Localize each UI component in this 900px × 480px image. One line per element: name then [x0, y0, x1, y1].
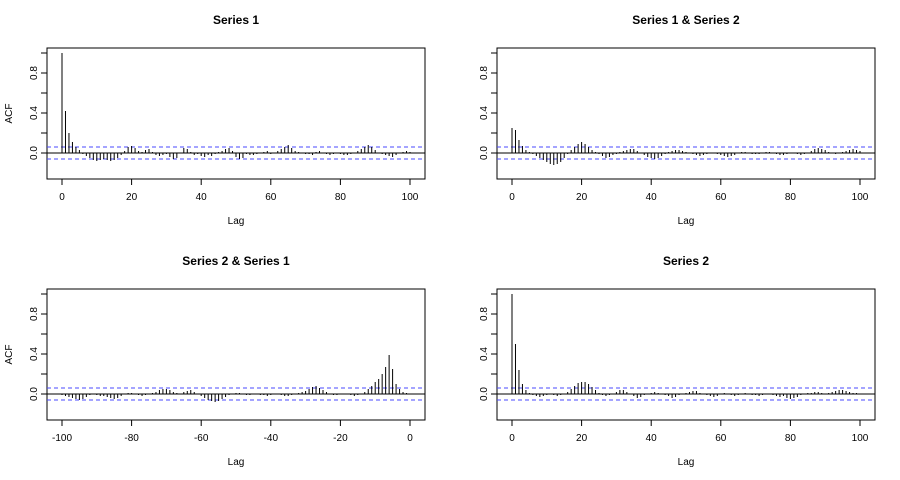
acf-panel-3: Series 2 & Series 1 -100 -80 -60 -40 -20 0 0.0 0…: [4, 254, 426, 468]
y-tick-label: 0.0: [29, 146, 40, 160]
x-tick-label: 80: [785, 433, 797, 444]
x-tick-label: -40: [264, 433, 279, 444]
panel-title: Series 2: [663, 254, 709, 268]
y-tick-label: 0.8: [479, 66, 490, 80]
x-tick-label: 0: [509, 192, 515, 203]
x-tick-label: 40: [196, 192, 208, 203]
panel-title: Series 2 & Series 1: [182, 254, 290, 268]
y-tick-label: 0.8: [479, 307, 490, 321]
y-tick-label: 0.8: [29, 307, 40, 321]
x-tick-label: 20: [576, 192, 588, 203]
y-axis-label: ACF: [4, 104, 15, 124]
y-tick-label: 0.4: [29, 347, 40, 361]
x-tick-label: 40: [646, 433, 658, 444]
x-tick-label: 80: [785, 192, 797, 203]
x-axis-label: Lag: [228, 457, 245, 468]
x-tick-label: 0: [59, 192, 65, 203]
y-tick-label: 0.4: [479, 106, 490, 120]
acf-panel-4: Series 2 0 20 40 60 80 100 0.0 0.4 0.8 Lag: [479, 254, 876, 468]
acf-panel-2: Series 1 & Series 2 0 20 40 60 80 100 0.0 0.4 0.8…: [479, 13, 876, 227]
x-tick-label: 100: [402, 192, 419, 203]
panel-title: Series 1 & Series 2: [632, 13, 740, 27]
x-tick-label: 0: [407, 433, 413, 444]
y-tick-label: 0.0: [29, 387, 40, 401]
x-tick-label: -80: [124, 433, 139, 444]
x-tick-label: -100: [52, 433, 72, 444]
x-tick-label: -20: [333, 433, 348, 444]
x-tick-label: -60: [194, 433, 209, 444]
y-tick-label: 0.0: [479, 387, 490, 401]
x-tick-label: 20: [576, 433, 588, 444]
x-axis-label: Lag: [678, 216, 695, 227]
x-tick-label: 60: [715, 192, 727, 203]
y-axis-label: ACF: [4, 345, 15, 365]
y-tick-label: 0.8: [29, 66, 40, 80]
y-tick-label: 0.4: [479, 347, 490, 361]
x-tick-label: 80: [335, 192, 347, 203]
x-tick-label: 100: [852, 433, 869, 444]
y-tick-label: 0.4: [29, 106, 40, 120]
x-tick-label: 100: [852, 192, 869, 203]
panel-title: Series 1: [213, 13, 259, 27]
x-axis-label: Lag: [228, 216, 245, 227]
x-axis-label: Lag: [678, 457, 695, 468]
x-tick-label: 60: [265, 192, 277, 203]
acf-panel-1: Series 1 0 20 40 60 80 100 0.0 0.4 0.8 Lag ACF: [4, 13, 426, 227]
x-tick-label: 40: [646, 192, 658, 203]
x-tick-label: 0: [509, 433, 515, 444]
x-tick-label: 20: [126, 192, 138, 203]
x-tick-label: 60: [715, 433, 727, 444]
y-tick-label: 0.0: [479, 146, 490, 160]
